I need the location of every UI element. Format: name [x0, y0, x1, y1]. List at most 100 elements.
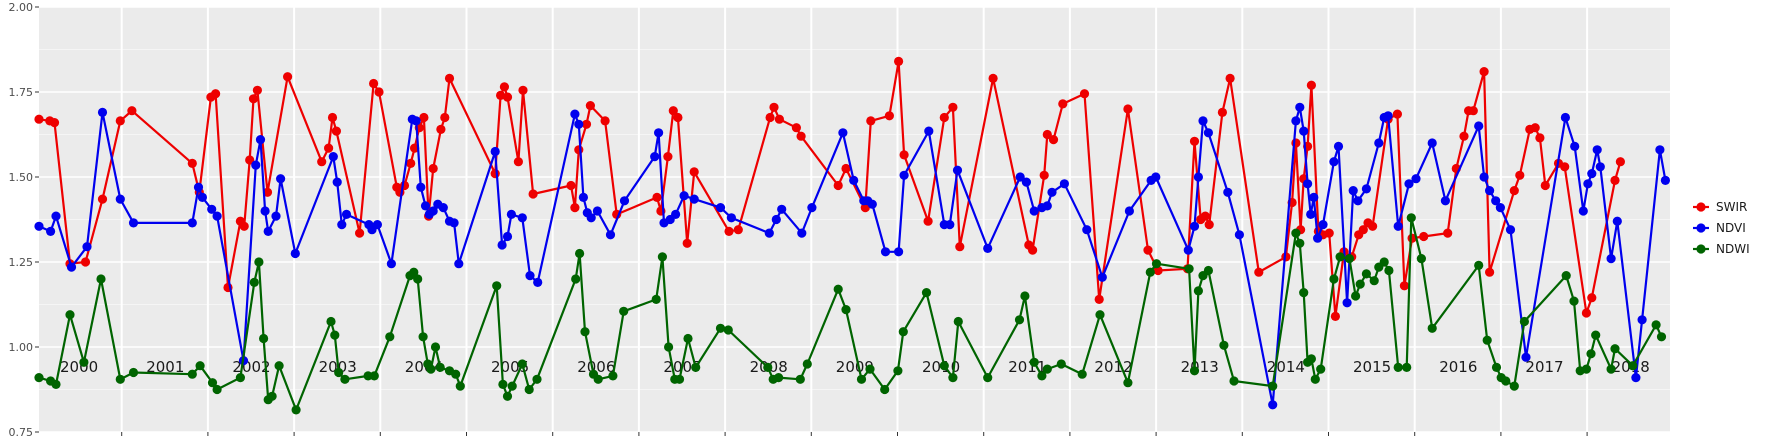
data-point [1223, 187, 1233, 197]
data-point [797, 228, 807, 238]
data-point [528, 189, 538, 199]
data-point [328, 152, 338, 162]
data-point [430, 342, 441, 352]
data-point [802, 359, 812, 369]
data-point [331, 126, 341, 136]
data-point [1299, 126, 1309, 136]
data-point [1419, 231, 1429, 242]
data-point [418, 332, 428, 342]
data-point [619, 196, 630, 206]
data-point [413, 274, 423, 284]
data-point [894, 56, 904, 66]
data-point [1491, 362, 1502, 372]
data-point [1015, 172, 1025, 182]
data-point [80, 257, 91, 267]
data-point [952, 165, 963, 175]
data-point [1606, 254, 1616, 264]
data-point [795, 374, 805, 384]
data-point [416, 182, 426, 192]
data-point [128, 367, 139, 378]
data-point [1468, 106, 1478, 116]
data-point [1560, 112, 1570, 123]
data-point [682, 238, 692, 248]
data-point [49, 118, 60, 128]
data-point [771, 214, 781, 225]
data-point [1651, 320, 1661, 330]
data-point [600, 116, 610, 126]
data-point [841, 305, 851, 315]
data-point [428, 206, 438, 216]
data-point [983, 373, 993, 383]
data-point [668, 106, 678, 116]
data-point [1324, 228, 1334, 238]
data-point [438, 203, 448, 213]
data-point [570, 203, 580, 213]
data-point [385, 332, 395, 342]
data-point [436, 124, 446, 134]
data-point [1254, 267, 1264, 277]
data-point [673, 112, 683, 123]
data-point [1474, 121, 1484, 131]
data-point [1095, 310, 1105, 320]
data-point [1229, 376, 1239, 386]
data-point [341, 209, 352, 219]
data-point [689, 167, 699, 177]
data-point [1042, 201, 1052, 211]
data-point [248, 94, 259, 104]
data-point [1330, 311, 1340, 321]
data-point [574, 145, 584, 155]
data-point [1082, 225, 1092, 235]
data-point [255, 135, 266, 145]
data-point [1485, 186, 1495, 196]
year-label: 2016 [1439, 358, 1477, 376]
data-point [733, 225, 743, 235]
data-point [51, 379, 61, 389]
data-point [262, 187, 273, 197]
grid [39, 6, 1670, 433]
data-point [884, 111, 895, 121]
data-point [1656, 332, 1667, 342]
data-point [1374, 138, 1384, 148]
year-label: 2014 [1267, 358, 1305, 376]
legend-key-point [1696, 244, 1706, 254]
data-point [578, 192, 589, 202]
data-point [1309, 192, 1319, 202]
data-point [1369, 276, 1379, 286]
data-point [1306, 80, 1316, 90]
data-point [263, 226, 273, 236]
data-point [115, 116, 125, 126]
data-point [1204, 220, 1214, 230]
data-point [1393, 362, 1403, 372]
data-point [1183, 245, 1193, 255]
data-point [1014, 315, 1025, 325]
data-point [663, 152, 673, 162]
data-point [1021, 177, 1031, 187]
legend-item-ndwi: NDWI [1693, 242, 1750, 256]
data-point [435, 362, 445, 372]
data-point [1427, 138, 1437, 148]
data-point [683, 333, 693, 344]
data-point [1479, 172, 1489, 182]
data-point [1219, 340, 1229, 350]
data-point [1329, 157, 1339, 167]
data-point [654, 128, 664, 138]
year-label: 2012 [1094, 358, 1132, 376]
data-point [585, 101, 596, 111]
data-point [1361, 269, 1371, 279]
data-point [988, 73, 998, 83]
data-point [245, 155, 255, 165]
data-point [894, 247, 904, 257]
data-point [1303, 179, 1313, 189]
data-point [419, 112, 429, 123]
data-point [1335, 252, 1345, 262]
data-point [983, 243, 993, 253]
data-point [497, 240, 507, 250]
legend-label: NDVI [1716, 221, 1746, 235]
data-point [1143, 245, 1153, 255]
data-point [566, 180, 576, 191]
y-tick-label: 1.00 [9, 341, 34, 354]
data-point [115, 194, 125, 204]
data-point [1399, 281, 1409, 291]
data-point [426, 364, 436, 374]
series-ndwi [34, 213, 1667, 415]
